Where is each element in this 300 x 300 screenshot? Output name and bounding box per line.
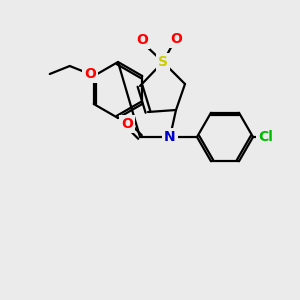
Text: O: O	[121, 117, 133, 131]
Text: S: S	[158, 55, 168, 69]
Text: O: O	[136, 33, 148, 47]
Text: N: N	[164, 130, 176, 144]
Text: O: O	[170, 32, 182, 46]
Text: O: O	[84, 67, 96, 81]
Text: Cl: Cl	[259, 130, 273, 144]
